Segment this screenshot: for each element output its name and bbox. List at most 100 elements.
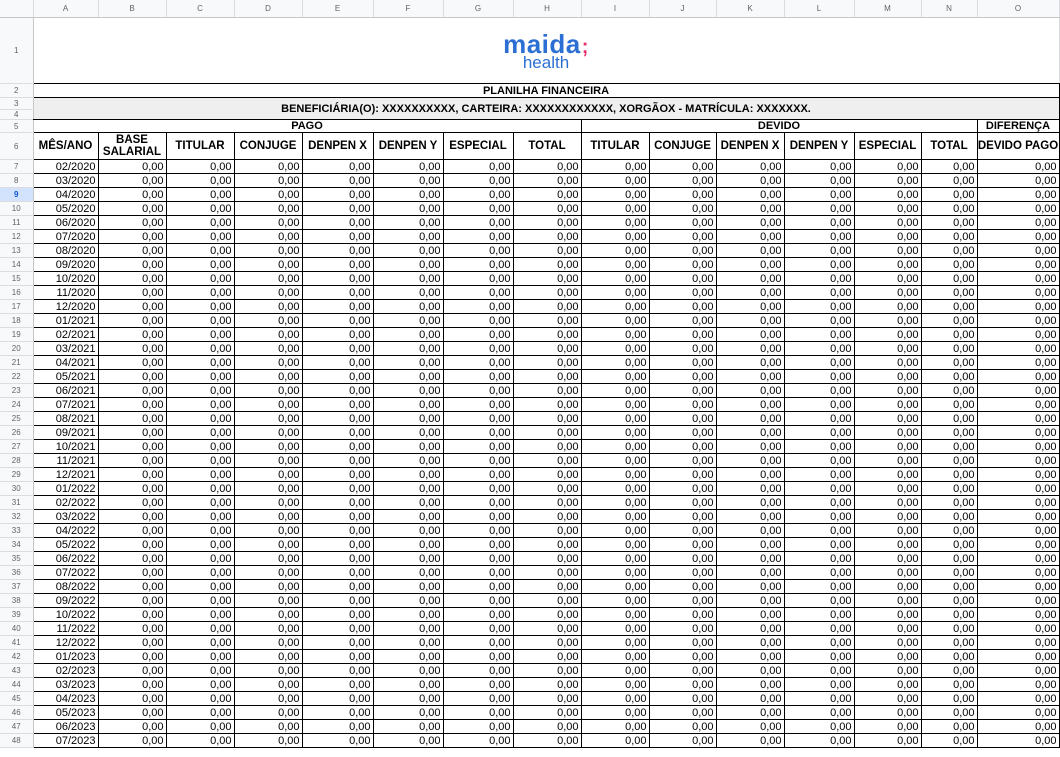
value-cell[interactable]: 0,00 (977, 341, 1060, 356)
value-cell[interactable]: 0,00 (921, 481, 978, 496)
value-cell[interactable]: 0,00 (234, 509, 303, 524)
value-cell[interactable]: 0,00 (716, 733, 785, 748)
value-cell[interactable]: 0,00 (98, 663, 167, 678)
month-cell[interactable]: 12/2021 (33, 467, 99, 482)
beneficiary-info[interactable]: BENEFICIÁRIA(O): XXXXXXXXXX, CARTEIRA: X… (33, 97, 1060, 120)
value-cell[interactable]: 0,00 (302, 523, 374, 538)
value-cell[interactable]: 0,00 (784, 453, 855, 468)
value-cell[interactable]: 0,00 (649, 369, 717, 384)
value-cell[interactable]: 0,00 (166, 551, 235, 566)
value-cell[interactable]: 0,00 (166, 509, 235, 524)
value-cell[interactable]: 0,00 (854, 187, 922, 202)
value-cell[interactable]: 0,00 (977, 439, 1060, 454)
value-cell[interactable]: 0,00 (921, 453, 978, 468)
value-cell[interactable]: 0,00 (921, 635, 978, 650)
value-cell[interactable]: 0,00 (513, 299, 582, 314)
value-cell[interactable]: 0,00 (716, 691, 785, 706)
row-header[interactable]: 14 (0, 257, 34, 272)
value-cell[interactable]: 0,00 (649, 551, 717, 566)
value-cell[interactable]: 0,00 (513, 439, 582, 454)
month-cell[interactable]: 02/2021 (33, 327, 99, 342)
value-cell[interactable]: 0,00 (921, 565, 978, 580)
value-cell[interactable]: 0,00 (649, 607, 717, 622)
value-cell[interactable]: 0,00 (977, 565, 1060, 580)
value-cell[interactable]: 0,00 (302, 243, 374, 258)
value-cell[interactable]: 0,00 (373, 663, 444, 678)
value-cell[interactable]: 0,00 (649, 523, 717, 538)
value-cell[interactable]: 0,00 (234, 537, 303, 552)
group-devido[interactable]: DEVIDO (581, 119, 978, 133)
row-header[interactable]: 28 (0, 453, 34, 468)
value-cell[interactable]: 0,00 (921, 159, 978, 174)
value-cell[interactable]: 0,00 (649, 271, 717, 286)
value-cell[interactable]: 0,00 (977, 705, 1060, 720)
row-header[interactable]: 22 (0, 369, 34, 384)
value-cell[interactable]: 0,00 (234, 187, 303, 202)
value-cell[interactable]: 0,00 (854, 285, 922, 300)
value-cell[interactable]: 0,00 (716, 243, 785, 258)
month-cell[interactable]: 11/2022 (33, 621, 99, 636)
value-cell[interactable]: 0,00 (443, 607, 514, 622)
row-header[interactable]: 13 (0, 243, 34, 258)
value-cell[interactable]: 0,00 (784, 201, 855, 216)
value-cell[interactable]: 0,00 (443, 467, 514, 482)
group-diferenca[interactable]: DIFERENÇA (977, 119, 1060, 133)
row-header[interactable]: 27 (0, 439, 34, 454)
value-cell[interactable]: 0,00 (716, 509, 785, 524)
value-cell[interactable]: 0,00 (977, 691, 1060, 706)
value-cell[interactable]: 0,00 (581, 425, 650, 440)
value-cell[interactable]: 0,00 (854, 607, 922, 622)
value-cell[interactable]: 0,00 (513, 173, 582, 188)
value-cell[interactable]: 0,00 (854, 579, 922, 594)
value-cell[interactable]: 0,00 (234, 397, 303, 412)
value-cell[interactable]: 0,00 (373, 607, 444, 622)
value-cell[interactable]: 0,00 (513, 551, 582, 566)
month-cell[interactable]: 01/2022 (33, 481, 99, 496)
value-cell[interactable]: 0,00 (921, 509, 978, 524)
column-header[interactable]: O (977, 0, 1060, 18)
value-cell[interactable]: 0,00 (513, 467, 582, 482)
value-cell[interactable]: 0,00 (166, 383, 235, 398)
value-cell[interactable]: 0,00 (716, 411, 785, 426)
value-cell[interactable]: 0,00 (98, 523, 167, 538)
value-cell[interactable]: 0,00 (977, 215, 1060, 230)
row-header[interactable]: 43 (0, 663, 34, 678)
value-cell[interactable]: 0,00 (977, 509, 1060, 524)
value-cell[interactable]: 0,00 (581, 705, 650, 720)
value-cell[interactable]: 0,00 (784, 649, 855, 664)
row-header[interactable]: 40 (0, 621, 34, 636)
row-header[interactable]: 48 (0, 733, 34, 748)
value-cell[interactable]: 0,00 (98, 509, 167, 524)
value-cell[interactable]: 0,00 (977, 355, 1060, 370)
value-cell[interactable]: 0,00 (581, 663, 650, 678)
value-cell[interactable]: 0,00 (716, 257, 785, 272)
value-cell[interactable]: 0,00 (98, 187, 167, 202)
value-cell[interactable]: 0,00 (716, 285, 785, 300)
value-cell[interactable]: 0,00 (513, 705, 582, 720)
value-cell[interactable]: 0,00 (98, 411, 167, 426)
value-cell[interactable]: 0,00 (98, 579, 167, 594)
value-cell[interactable]: 0,00 (784, 677, 855, 692)
value-cell[interactable]: 0,00 (166, 677, 235, 692)
value-cell[interactable]: 0,00 (98, 327, 167, 342)
value-cell[interactable]: 0,00 (513, 411, 582, 426)
value-cell[interactable]: 0,00 (443, 495, 514, 510)
value-cell[interactable]: 0,00 (234, 425, 303, 440)
value-cell[interactable]: 0,00 (581, 565, 650, 580)
month-cell[interactable]: 06/2020 (33, 215, 99, 230)
value-cell[interactable]: 0,00 (977, 173, 1060, 188)
value-cell[interactable]: 0,00 (373, 593, 444, 608)
month-cell[interactable]: 07/2021 (33, 397, 99, 412)
value-cell[interactable]: 0,00 (649, 243, 717, 258)
value-cell[interactable]: 0,00 (784, 467, 855, 482)
value-cell[interactable]: 0,00 (649, 397, 717, 412)
value-cell[interactable]: 0,00 (513, 621, 582, 636)
value-cell[interactable]: 0,00 (716, 523, 785, 538)
value-cell[interactable]: 0,00 (977, 411, 1060, 426)
header-cell[interactable]: BASE SALARIAL (98, 132, 167, 160)
value-cell[interactable]: 0,00 (234, 733, 303, 748)
value-cell[interactable]: 0,00 (921, 607, 978, 622)
value-cell[interactable]: 0,00 (854, 663, 922, 678)
header-cell[interactable]: CONJUGE (234, 132, 303, 160)
